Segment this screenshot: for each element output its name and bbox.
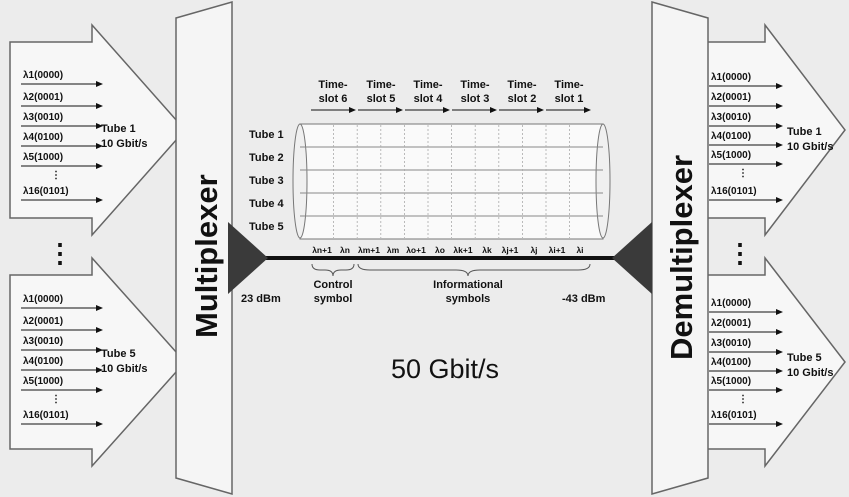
symbol-label: λj+1 [502,245,519,255]
right-wavelength-group-1: λ1(0000) λ2(0001) λ3(0010) λ4(0100) λ5(1… [709,72,833,203]
left-input-arrow-2 [9,256,187,468]
control-symbol-line1: Control [313,279,352,291]
tube-label-5: Tube 5 [249,221,284,233]
output-amplifier [612,222,652,294]
wavelength-label: λ3(0010) [23,112,63,123]
power-in-label: 23 dBm [241,293,281,305]
tube-bundle-start [292,123,308,239]
tube-label-1: Tube 1 [249,129,284,141]
left-wavelength-group-1: λ1(0000) λ2(0001) λ3(0010) λ4(0100) λ5(1… [21,70,147,203]
informational-symbols-line1: Informational [433,279,503,291]
timeslot-separators [333,125,570,238]
wavelength-label: λ3(0010) [711,338,751,349]
timeslot-headers: Time- slot 6 Time- slot 5 Time- slot 4 T… [311,79,591,113]
timeslot-6-line1: Time- [318,79,347,91]
tube-rate: 10 Gbit/s [787,141,833,153]
tube-rate: 10 Gbit/s [787,367,833,379]
tube-rate: 10 Gbit/s [101,363,147,375]
symbol-labels: λn+1 λn λm+1 λm λo+1 λo λk+1 λk λj+1 λj … [312,245,583,255]
informational-symbols-line2: symbols [446,293,491,305]
symbol-label: λk [482,245,492,255]
timeslot-1-line1: Time- [554,79,583,91]
tube-labels: Tube 1 Tube 2 Tube 3 Tube 4 Tube 5 [249,129,285,233]
timeslot-1-line2: slot 1 [555,93,584,105]
wavelength-label: λ3(0010) [711,112,751,123]
timeslot-6-line2: slot 6 [319,93,348,105]
symbol-label: λi+1 [549,245,566,255]
tube-label-4: Tube 4 [249,198,285,210]
total-rate-label: 50 Gbit/s [391,354,499,384]
wavelength-label: λ2(0001) [711,318,751,329]
wavelength-label: λ16(0101) [23,186,69,197]
timeslot-3-line1: Time- [460,79,489,91]
timeslot-2-line2: slot 2 [508,93,537,105]
right-wavelength-group-2: λ1(0000) λ2(0001) λ3(0010) λ4(0100) λ5(1… [709,298,833,427]
symbol-label: λo [435,245,445,255]
wavelength-label: λ4(0100) [23,132,63,143]
wavelength-label: λ16(0101) [711,186,757,197]
timeslot-5-line2: slot 5 [367,93,396,105]
left-wavelength-group-2: λ1(0000) λ2(0001) λ3(0010) λ4(0100) λ5(1… [21,294,147,427]
vertical-ellipsis: ⋮ [51,170,61,181]
power-out-label: -43 dBm [562,293,606,305]
symbol-label: λo+1 [406,245,426,255]
vertical-ellipsis: ⋮ [738,394,748,405]
control-brace [311,263,355,277]
wavelength-label: λ1(0000) [23,70,63,81]
demultiplexer-block [651,1,709,495]
wavelength-label: λ1(0000) [23,294,63,305]
vertical-ellipsis: ⋮ [738,168,748,179]
control-symbol-line2: symbol [314,293,353,305]
tube-label-3: Tube 3 [249,175,284,187]
vertical-ellipsis: ⋮ [51,394,61,405]
wavelength-label: λ16(0101) [23,410,69,421]
wavelength-label: λ1(0000) [711,72,751,83]
wavelength-label: λ4(0100) [711,131,751,142]
symbol-label: λj [530,245,537,255]
wavelength-label: λ5(1000) [23,376,63,387]
input-amplifier [228,222,268,294]
wavelength-label: λ4(0100) [711,357,751,368]
informational-brace [357,263,591,277]
tube-bundle-end [595,123,611,239]
multiplexer-label: Multiplexer [189,174,224,338]
left-vertical-ellipsis: ⋮ [47,238,73,268]
wavelength-label: λ16(0101) [711,410,757,421]
right-output-arrow-1 [702,22,846,238]
wavelength-label: λ2(0001) [23,92,63,103]
timeslot-3-line2: slot 3 [461,93,490,105]
timeslot-4-line1: Time- [413,79,442,91]
wavelength-label: λ4(0100) [23,356,63,367]
symbol-label: λm+1 [358,245,380,255]
tube-label-2: Tube 2 [249,152,284,164]
timeslot-2-line1: Time- [507,79,536,91]
tube-name: Tube 5 [787,352,822,364]
symbol-label: λk+1 [453,245,472,255]
right-output-arrow-2 [702,255,846,469]
timeslot-4-line2: slot 4 [414,93,444,105]
wavelength-label: λ3(0010) [23,336,63,347]
wavelength-label: λ2(0001) [711,92,751,103]
tube-rate: 10 Gbit/s [101,138,147,150]
right-vertical-ellipsis: ⋮ [727,238,753,268]
symbol-label: λn+1 [312,245,332,255]
wavelength-label: λ5(1000) [711,376,751,387]
tube-name: Tube 1 [101,123,136,135]
wavelength-label: λ1(0000) [711,298,751,309]
left-input-arrow-1 [9,23,187,237]
tube-name: Tube 1 [787,126,822,138]
symbol-label: λn [340,245,350,255]
symbol-label: λm [387,245,400,255]
demultiplexer-label: Demultiplexer [664,155,699,360]
symbol-label: λi [576,245,583,255]
wavelength-label: λ5(1000) [23,152,63,163]
wavelength-label: λ2(0001) [23,316,63,327]
tube-name: Tube 5 [101,348,136,360]
wavelength-label: λ5(1000) [711,150,751,161]
tube-bundle [292,123,611,240]
multiplexer-block [175,1,233,495]
timeslot-5-line1: Time- [366,79,395,91]
